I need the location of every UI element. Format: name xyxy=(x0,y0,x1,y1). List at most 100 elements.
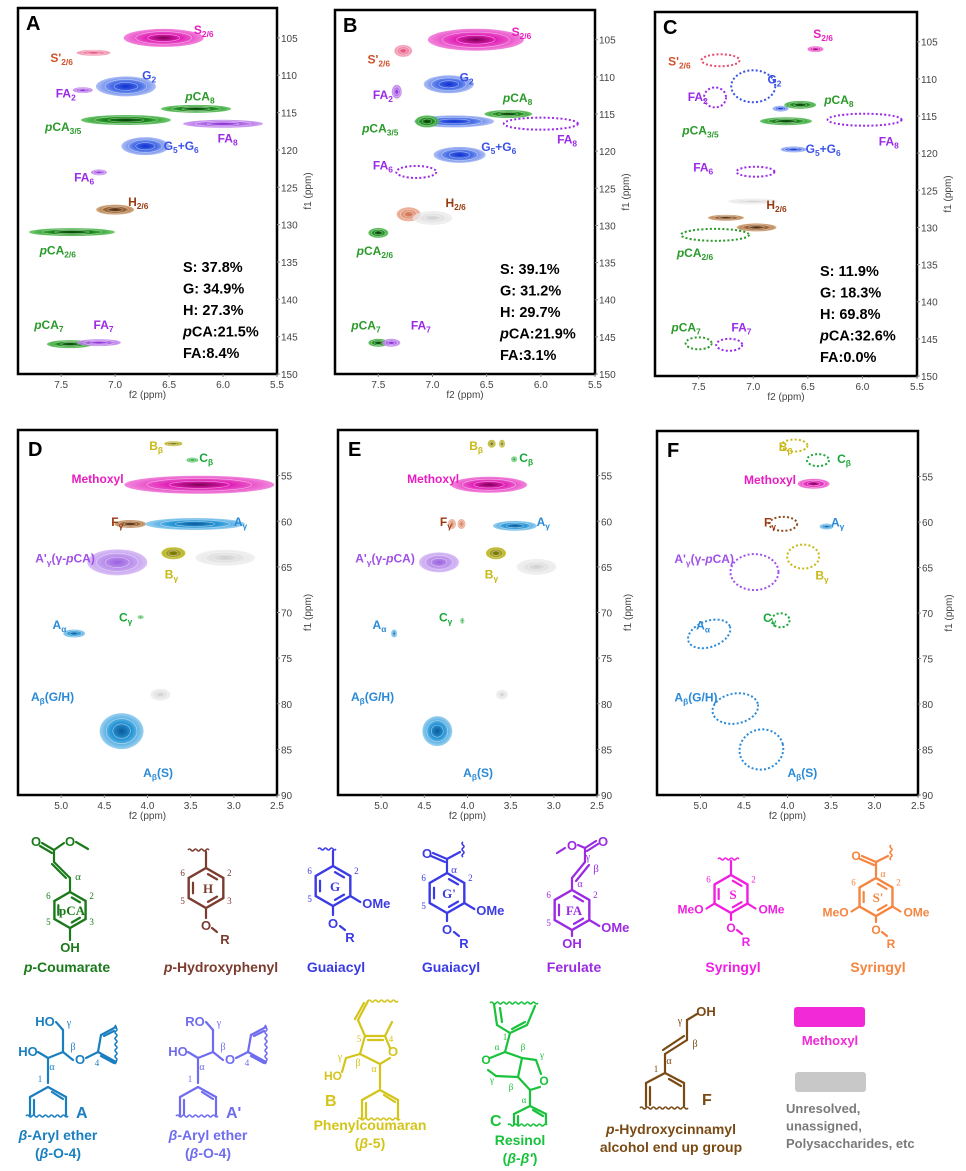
stat-label-rest: CA: xyxy=(829,329,855,345)
panel-letter: F xyxy=(667,440,679,462)
bond xyxy=(333,871,346,879)
x-tick-label: 4.0 xyxy=(461,801,475,812)
x-tick-label: 5.5 xyxy=(270,380,284,391)
peak-Sp26-contour xyxy=(86,51,101,55)
atom-label-n5: 5 xyxy=(421,901,426,911)
structure-name-line1: Phenylcoumaran xyxy=(314,1117,427,1133)
text-part: ( xyxy=(355,1135,360,1151)
atom-label-gamma: γ xyxy=(66,1018,72,1029)
peak-label-pCA26: pCA2/6 xyxy=(356,244,394,260)
atom-label-n6: 6 xyxy=(706,875,711,885)
y-tick-label: 115 xyxy=(921,112,937,123)
text-part: α xyxy=(61,624,67,634)
peak-label-H26: H2/6 xyxy=(128,195,149,211)
text-part: CA) xyxy=(393,551,414,565)
stat-value: 18.3% xyxy=(840,286,881,302)
peak-FA7-contour xyxy=(384,339,398,346)
bond xyxy=(663,1038,689,1056)
structure-tag: A' xyxy=(226,1105,241,1122)
peak-label-Apg: A'γ(γ-pCA) xyxy=(35,551,95,567)
peak-unassigned-1-contour xyxy=(528,563,545,571)
text-part: β xyxy=(18,1127,28,1143)
peak-FA8-contour xyxy=(194,120,252,127)
atom-label-gamma: γ xyxy=(539,1050,544,1060)
text-part: -Hydroxyphenyl xyxy=(172,959,278,975)
bond xyxy=(705,902,716,910)
bond xyxy=(503,1050,524,1060)
missing-FA6 xyxy=(395,164,438,179)
peak-unassigned-contour xyxy=(735,199,772,204)
atom-label-gamma: γ xyxy=(585,852,591,863)
text-part: CA xyxy=(364,244,382,258)
peak-unassigned-2-contour xyxy=(499,692,505,697)
peak-label-FA8: FA8 xyxy=(557,133,577,149)
x-tick-label: 7.5 xyxy=(54,380,68,391)
missing-FA8 xyxy=(502,116,579,131)
stat-label: S: xyxy=(820,264,839,280)
atom-label-n4: 4 xyxy=(245,1058,250,1068)
text-part: γ xyxy=(840,522,845,532)
bond xyxy=(249,1054,266,1065)
peak-label-FA7: FA7 xyxy=(94,318,114,334)
text-part: p xyxy=(681,124,689,138)
y-tick-label: 85 xyxy=(922,746,934,757)
text-part: CA xyxy=(359,318,377,332)
y-tick-label: 145 xyxy=(599,333,616,344)
stat-value: 69.8% xyxy=(839,307,880,323)
stat-value: 21.5% xyxy=(218,325,259,341)
composition-stat: FA:0.0% xyxy=(820,350,877,366)
peak-Aa-contour xyxy=(69,631,79,636)
plot-frame xyxy=(653,10,919,378)
peak-Bb1-contour xyxy=(488,440,495,447)
text-part: 6 xyxy=(709,167,714,177)
bond xyxy=(572,917,585,925)
x-tick-label: 3.5 xyxy=(504,801,518,812)
peak-FA2-contour xyxy=(392,86,401,97)
atom-label-O: O xyxy=(871,923,880,937)
atom-label-HO: HO xyxy=(35,1014,55,1029)
text-part: -Aryl ether xyxy=(177,1127,248,1143)
text-part: γ xyxy=(771,522,776,532)
text-part: S xyxy=(194,23,202,37)
text-part: p xyxy=(385,551,393,565)
y-tick-label: 135 xyxy=(599,259,616,270)
atom-label-alpha: α xyxy=(880,869,886,880)
atom-label-n5: 5 xyxy=(180,896,185,906)
x-tick-label: 3.0 xyxy=(227,801,241,812)
peak-G2-contour xyxy=(777,107,785,111)
bond xyxy=(516,1075,532,1092)
peak-label-Ag: Aγ xyxy=(831,516,845,532)
hsqc-panel-C: 7.5 7.0 6.5 6.0 5.5 f2 (ppm) 105 110 115 120 125 13… xyxy=(653,10,954,403)
hsqc-panel-A: 7.5 7.0 6.5 6.0 5.5 f2 (ppm) 105 110 115 120 125 13… xyxy=(16,6,314,401)
stat-value: 29.7% xyxy=(519,305,560,321)
hsqc-panel-F: 5.0 4.5 4.0 3.5 3.0 2.5 f2 (ppm) 55 60 65 70 75 80 85… xyxy=(655,429,955,822)
bond xyxy=(494,1074,520,1079)
y-tick-label: 125 xyxy=(599,184,616,195)
text-part: FA xyxy=(693,161,709,175)
atom-label-O: O xyxy=(75,1052,85,1067)
text-part: β xyxy=(528,457,533,467)
text-part: p xyxy=(356,244,364,258)
hsqc-panel-D: 5.0 4.5 4.0 3.5 3.0 2.5 f2 (ppm) 55 60 65 70 75 80 85… xyxy=(16,428,314,822)
bond xyxy=(528,1104,548,1116)
atom-label-n2: 2 xyxy=(468,873,473,883)
atom-label-MeO: MeO xyxy=(823,906,849,920)
peak-S26-contour xyxy=(456,35,496,45)
atom-label-n5: 5 xyxy=(46,917,51,927)
y-tick-label: 105 xyxy=(281,34,298,45)
y-tick-label: 55 xyxy=(601,472,613,483)
text-part: 2/6 xyxy=(679,60,691,70)
peak-label-AbS: Aβ(S) xyxy=(463,766,493,782)
text-part: Methoxyl xyxy=(744,473,796,487)
y-tick-label: 70 xyxy=(922,609,934,620)
peak-G2-contour xyxy=(430,77,467,91)
text-part: A xyxy=(463,766,472,780)
peak-label-pCA35: pCA3/5 xyxy=(361,122,399,138)
bond xyxy=(234,1050,250,1060)
stat-label: G: xyxy=(183,282,203,298)
structure-name-line1: β-Aryl ether xyxy=(18,1127,98,1143)
text-part: β xyxy=(39,1145,49,1161)
peak-pCA35-contour xyxy=(94,116,158,124)
text-part: H xyxy=(128,195,137,209)
